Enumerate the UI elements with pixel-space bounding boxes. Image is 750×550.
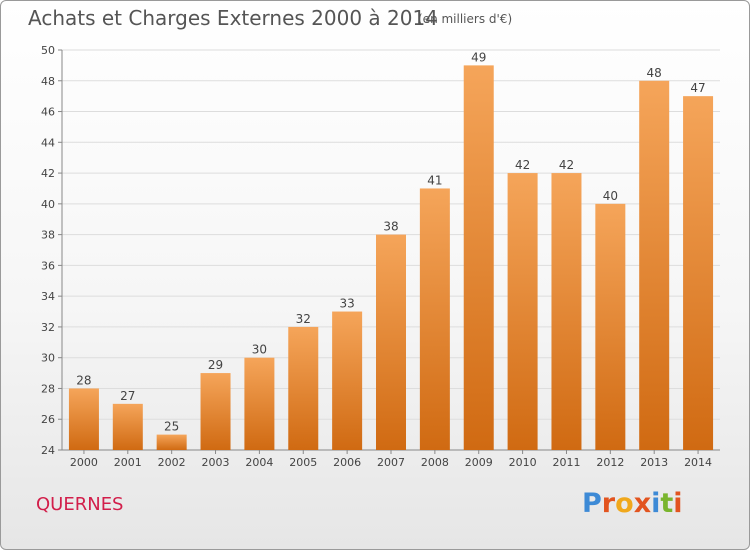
data-label: 49 <box>471 50 486 64</box>
x-tick-label: 2001 <box>114 456 142 469</box>
data-label: 42 <box>559 158 574 172</box>
logo-letter: i <box>651 488 661 519</box>
x-tick-label: 2009 <box>465 456 493 469</box>
x-tick-label: 2011 <box>552 456 580 469</box>
data-label: 40 <box>603 189 618 203</box>
x-tick-label: 2012 <box>596 456 624 469</box>
bar-2013 <box>639 80 670 451</box>
proxiti-logo[interactable]: Proxiti <box>582 488 683 519</box>
x-tick-label: 2000 <box>70 456 98 469</box>
data-label: 29 <box>208 358 223 372</box>
data-label: 41 <box>427 173 442 187</box>
data-label: 32 <box>296 312 311 326</box>
bar-2012 <box>595 203 626 450</box>
data-label: 28 <box>76 373 91 387</box>
x-tick-label: 2013 <box>640 456 668 469</box>
logo-letter: o <box>615 488 634 519</box>
data-label: 48 <box>647 66 662 80</box>
x-tick-label: 2007 <box>377 456 405 469</box>
bar-2003 <box>200 373 231 450</box>
data-label: 25 <box>164 420 179 434</box>
logo-letter: i <box>673 488 683 519</box>
y-tick-label: 32 <box>41 321 55 334</box>
y-tick-label: 38 <box>41 229 55 242</box>
y-tick-label: 30 <box>41 352 55 365</box>
x-tick-label: 2005 <box>289 456 317 469</box>
logo-letter: P <box>582 488 602 519</box>
bar-2008 <box>419 188 450 450</box>
y-tick-label: 40 <box>41 198 55 211</box>
data-label: 38 <box>383 220 398 234</box>
y-tick-label: 36 <box>41 259 55 272</box>
x-tick-label: 2002 <box>158 456 186 469</box>
x-tick-label: 2006 <box>333 456 361 469</box>
x-tick-label: 2010 <box>509 456 537 469</box>
bar-2010 <box>507 173 538 451</box>
data-label: 27 <box>120 389 135 403</box>
labels: 24 26 28 30 32 34 36 38 40 42 44 46 48 50 28 2000 27 2001… <box>41 44 712 469</box>
bar-2005 <box>288 326 319 450</box>
y-tick-label: 44 <box>41 136 55 149</box>
data-label: 47 <box>690 81 705 95</box>
bar-2001 <box>112 403 143 450</box>
bar-2009 <box>463 65 494 450</box>
chart-title: Achats et Charges Externes 2000 à 2014 <box>28 6 438 30</box>
chart-unit: (en milliers d'€) <box>418 12 513 26</box>
bar-2004 <box>244 357 275 450</box>
x-tick-label: 2004 <box>245 456 273 469</box>
y-tick-label: 46 <box>41 106 55 119</box>
y-tick-label: 50 <box>41 44 55 57</box>
x-tick-label: 2014 <box>684 456 712 469</box>
bar-2002 <box>156 434 187 450</box>
data-label: 42 <box>515 158 530 172</box>
bars <box>68 65 714 451</box>
bar-2000 <box>68 388 99 450</box>
x-tick-label: 2003 <box>202 456 230 469</box>
logo-letter: t <box>660 488 674 519</box>
y-tick-label: 26 <box>41 413 55 426</box>
logo-letter: x <box>633 488 652 519</box>
x-tick-label: 2008 <box>421 456 449 469</box>
data-label: 30 <box>252 343 267 357</box>
bar-2006 <box>332 311 363 450</box>
bar-2014 <box>683 96 714 451</box>
y-tick-label: 34 <box>41 290 55 303</box>
bar-2011 <box>551 173 582 451</box>
commune-name: QUERNES <box>36 494 124 515</box>
y-tick-label: 24 <box>41 444 55 457</box>
y-tick-label: 42 <box>41 167 55 180</box>
bar-2007 <box>376 234 406 450</box>
logo-letter: r <box>601 488 616 519</box>
y-tick-label: 28 <box>41 382 55 395</box>
data-label: 33 <box>339 297 354 311</box>
y-tick-label: 48 <box>41 75 55 88</box>
